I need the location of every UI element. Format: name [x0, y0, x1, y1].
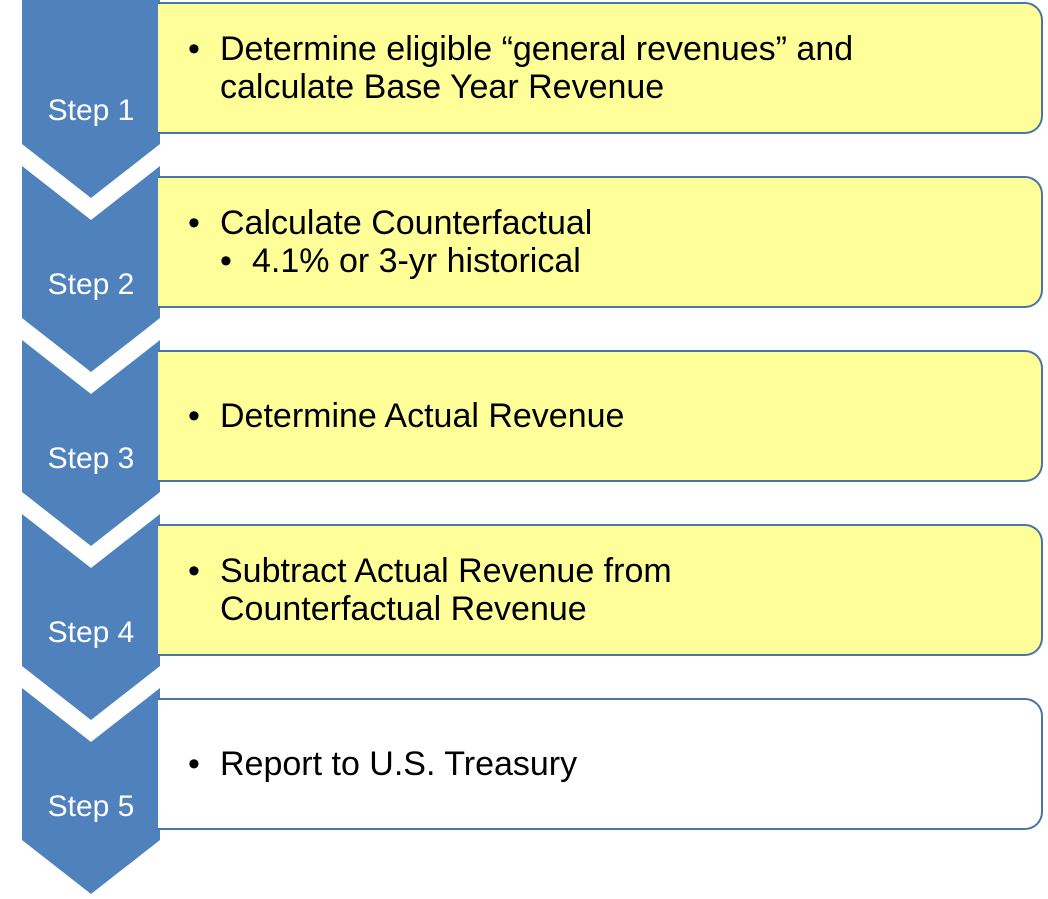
bullet: • Determine eligible “general revenues” a…	[188, 30, 1041, 106]
chevron	[22, 688, 160, 894]
bullet-text: 4.1% or 3-yr historical	[252, 242, 581, 280]
step-box: • Calculate Counterfactual • 4.1% or 3-yr h…	[158, 176, 1043, 308]
step-label: Step 4	[48, 616, 135, 649]
chevron	[22, 0, 160, 198]
chevron	[22, 166, 160, 372]
bullet-text: Determine eligible “general revenues” an…	[220, 30, 853, 106]
bullet-text: Subtract Actual Revenue from Counterfactu…	[220, 552, 672, 628]
text-line: calculate Base Year Revenue	[220, 68, 665, 106]
text-line: Subtract Actual Revenue from	[220, 552, 672, 590]
text-line: Calculate Counterfactual	[220, 204, 593, 242]
step-label: Step 2	[48, 268, 135, 301]
bullet-dot: •	[188, 204, 200, 242]
bullet-dot: •	[220, 242, 232, 280]
bullet: • Calculate Counterfactual	[188, 204, 1041, 242]
step-box: • Determine eligible “general revenues” a…	[158, 2, 1043, 134]
bullet-dot: •	[188, 745, 200, 783]
bullet-dot: •	[188, 552, 200, 590]
chevron	[22, 514, 160, 720]
step-box: • Report to U.S. Treasury	[158, 698, 1043, 830]
bullet-text: Report to U.S. Treasury	[220, 745, 577, 783]
step-label: Step 1	[48, 94, 135, 127]
bullet-text: Calculate Counterfactual	[220, 204, 592, 242]
text-line: Determine Actual Revenue	[220, 397, 625, 435]
bullet: • Subtract Actual Revenue from Counterfact…	[188, 552, 1041, 628]
bullet: • Report to U.S. Treasury	[188, 745, 1041, 783]
chevron	[22, 340, 160, 546]
text-line: Determine eligible “general revenues” an…	[220, 30, 854, 68]
bullet-dot: •	[188, 30, 200, 68]
step-label: Step 5	[48, 790, 135, 823]
text-line: Counterfactual Revenue	[220, 590, 587, 628]
step-label: Step 3	[48, 442, 135, 475]
bullet-dot: •	[188, 397, 200, 435]
sub-bullet: • 4.1% or 3-yr historical	[188, 242, 1041, 280]
bullet: • Determine Actual Revenue	[188, 397, 1041, 435]
text-line: Report to U.S. Treasury	[220, 745, 578, 783]
bullet-text: Determine Actual Revenue	[220, 397, 624, 435]
text-line: 4.1% or 3-yr historical	[252, 242, 581, 280]
step-box: • Determine Actual Revenue	[158, 350, 1043, 482]
step-box: • Subtract Actual Revenue from Counterfact…	[158, 524, 1043, 656]
